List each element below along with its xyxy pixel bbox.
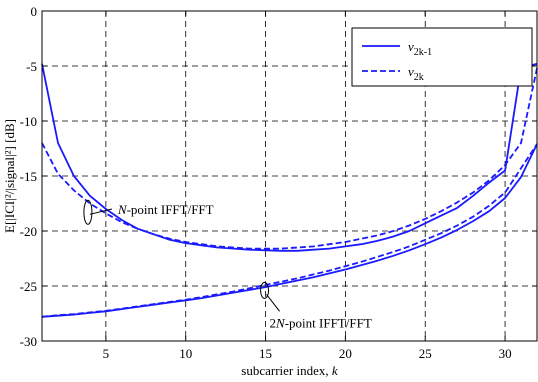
tick-labels: 5 10 15 20 25 30 0 -5 -10 -15 -20 -25 -30 <box>20 4 512 361</box>
x-tick-label: 25 <box>419 346 432 361</box>
annotation-leader <box>266 294 280 312</box>
x-tick-label: 20 <box>339 346 352 361</box>
annotation-marker <box>83 199 93 225</box>
y-tick-label: -25 <box>20 279 37 294</box>
y-tick-label: -5 <box>26 59 37 74</box>
annotations: N-point IFFT/FFT 2N-point IFFT/FFT <box>83 199 372 330</box>
x-axis-label: subcarrier index, k <box>241 363 338 378</box>
legend-label-2k: v2k <box>408 64 424 83</box>
y-tick-label: -30 <box>20 334 37 349</box>
annotation-leader <box>89 208 113 215</box>
annotation-marker <box>260 281 270 299</box>
grid <box>42 11 537 341</box>
y-tick-label: -15 <box>20 169 37 184</box>
y-tick-label: -20 <box>20 224 37 239</box>
x-tick-label: 10 <box>179 346 192 361</box>
annotation-2n-point: 2N-point IFFT/FFT <box>270 315 372 330</box>
axis-ticks <box>42 10 537 342</box>
series-line-v2k-1-n-point <box>41 62 538 252</box>
series-lines <box>41 62 538 318</box>
y-tick-label: 0 <box>31 4 38 19</box>
x-tick-label: 30 <box>499 346 512 361</box>
legend: v2k-1 v2k <box>351 27 533 87</box>
legend-label-2k-1: v2k-1 <box>408 39 432 58</box>
x-tick-label: 15 <box>259 346 272 361</box>
legend-box <box>351 27 533 87</box>
series-line-v2k-2n-point <box>41 143 538 318</box>
annotation-n-point: N-point IFFT/FFT <box>117 202 214 217</box>
series-line-v2k-n-point <box>41 68 538 250</box>
y-tick-label: -10 <box>20 114 37 129</box>
x-tick-label: 5 <box>103 346 110 361</box>
y-axis-label: E[|ICI|²/|signal|²] [dB] <box>2 119 17 233</box>
